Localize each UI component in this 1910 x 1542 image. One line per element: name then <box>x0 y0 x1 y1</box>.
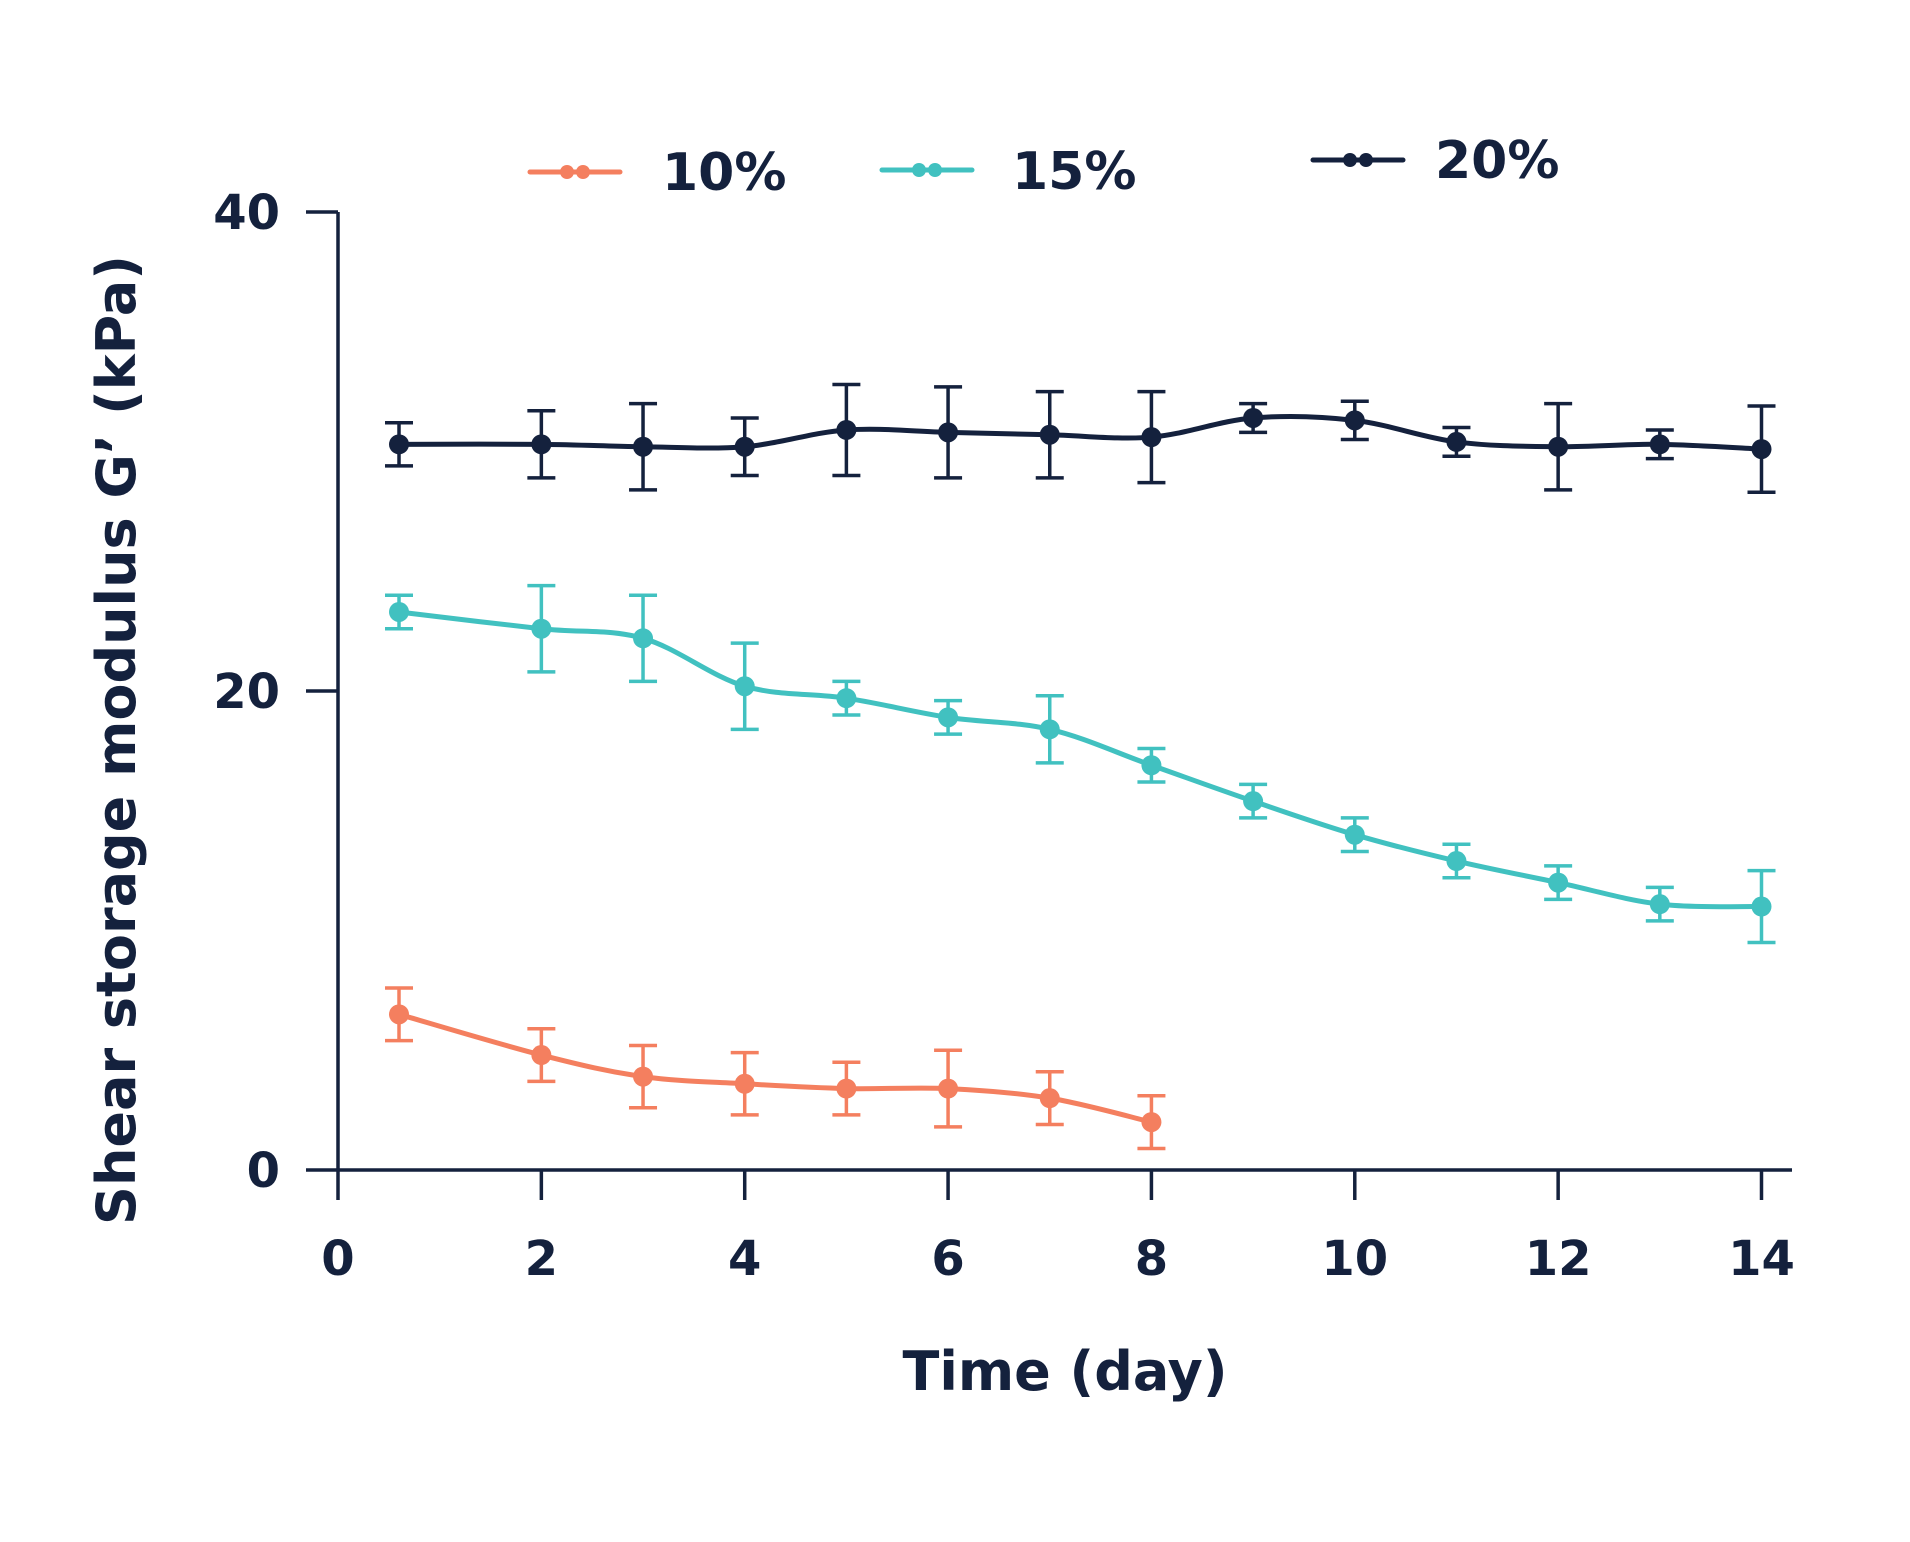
data-point <box>734 436 755 457</box>
series-1 <box>385 986 1166 1151</box>
data-point <box>1243 407 1264 428</box>
data-point <box>1548 872 1569 893</box>
legend-item: 20% <box>1310 131 1559 191</box>
series-layer <box>385 382 1776 1151</box>
data-point <box>836 419 857 440</box>
data-point <box>734 676 755 697</box>
x-tick-label: 8 <box>1135 1231 1168 1287</box>
data-point <box>1751 439 1772 460</box>
legend-label: 10% <box>662 143 786 203</box>
data-point <box>1548 436 1569 457</box>
ticks: 0 2 4 6 8 10 12 14 0 20 40 <box>213 185 1795 1287</box>
legend-label: 15% <box>1012 142 1136 202</box>
x-tick-label: 10 <box>1321 1231 1388 1287</box>
x-tick-label: 4 <box>728 1231 761 1287</box>
axes <box>336 212 1792 1172</box>
data-point <box>389 601 410 622</box>
data-point <box>389 1004 410 1025</box>
data-point <box>1039 1088 1060 1109</box>
x-tick-label: 2 <box>525 1231 558 1287</box>
data-point <box>836 688 857 709</box>
data-point <box>633 628 654 649</box>
data-point <box>531 434 552 455</box>
data-point <box>633 1066 654 1087</box>
data-point <box>1344 824 1365 845</box>
x-tick-label: 0 <box>321 1231 354 1287</box>
series-line <box>396 1011 1154 1125</box>
legend-item: 10% <box>527 143 786 203</box>
data-point <box>531 618 552 639</box>
data-point <box>389 434 410 455</box>
y-tick-label: 0 <box>247 1143 280 1199</box>
series-2 <box>385 583 1776 945</box>
data-point <box>1649 894 1670 915</box>
x-tick-label: 14 <box>1728 1231 1795 1287</box>
data-point <box>1243 791 1264 812</box>
data-point <box>1141 1112 1162 1133</box>
series-line <box>396 609 1764 910</box>
x-axis-title: Time (day) <box>902 1340 1227 1403</box>
data-point <box>938 707 959 728</box>
legend: 10% 15% 20% <box>527 131 1559 203</box>
data-point <box>836 1078 857 1099</box>
data-point <box>1649 434 1670 455</box>
data-point <box>633 436 654 457</box>
data-point <box>938 422 959 443</box>
y-tick-label: 40 <box>213 185 280 241</box>
data-point <box>1039 424 1060 445</box>
series-3 <box>385 382 1776 494</box>
y-tick-label: 20 <box>213 664 280 720</box>
x-tick-label: 12 <box>1525 1231 1592 1287</box>
data-point <box>1344 410 1365 431</box>
data-point <box>1039 719 1060 740</box>
data-point <box>1141 755 1162 776</box>
data-point <box>1751 896 1772 917</box>
legend-label: 20% <box>1435 131 1559 191</box>
data-point <box>938 1078 959 1099</box>
data-point <box>1141 427 1162 448</box>
legend-item: 15% <box>879 142 1136 202</box>
data-point <box>734 1073 755 1094</box>
data-point <box>531 1045 552 1066</box>
data-point <box>1446 851 1467 872</box>
y-axis-title: Shear storage modulus G’ (kPa) <box>85 255 148 1225</box>
x-tick-label: 6 <box>931 1231 964 1287</box>
data-point <box>1446 431 1467 452</box>
